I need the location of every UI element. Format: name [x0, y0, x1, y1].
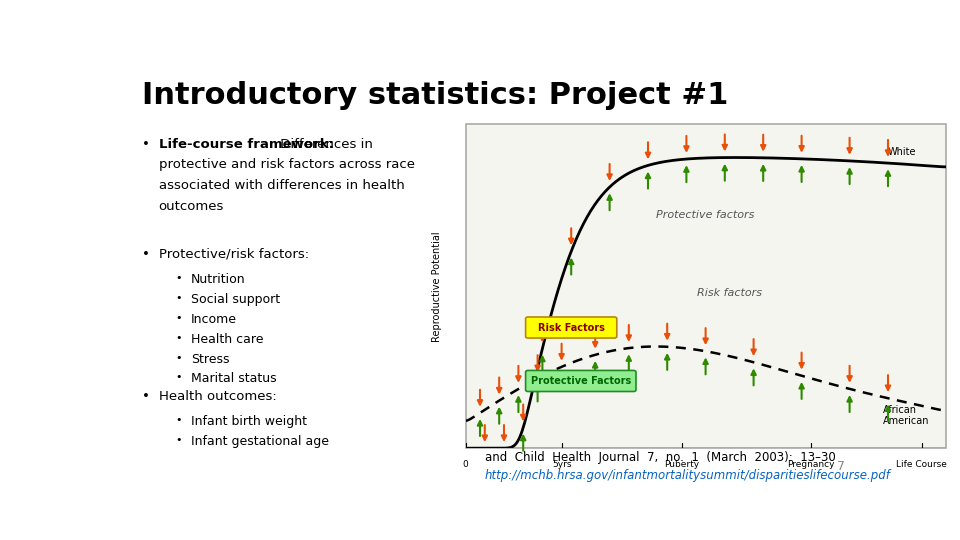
- Text: Protective/risk factors:: Protective/risk factors:: [158, 248, 309, 261]
- Text: Life Course: Life Course: [897, 460, 947, 469]
- Text: Health care: Health care: [191, 333, 263, 346]
- Text: •: •: [176, 373, 182, 382]
- Text: Infant gestational age: Infant gestational age: [191, 435, 328, 448]
- Text: African
American: African American: [883, 404, 929, 426]
- Text: Stress: Stress: [191, 353, 229, 366]
- Text: •: •: [176, 293, 182, 302]
- Text: Pregnancy: Pregnancy: [787, 460, 835, 469]
- Text: Risk factors: Risk factors: [697, 288, 762, 298]
- Text: •: •: [176, 435, 182, 445]
- Text: Life-course framework:: Life-course framework:: [158, 138, 334, 151]
- Text: http://mchb.hrsa.gov/infantmortalitysummit/disparitieslifecourse.pdf: http://mchb.hrsa.gov/infantmortalitysumm…: [485, 469, 891, 482]
- Text: Protective Factors: Protective Factors: [531, 376, 631, 386]
- Text: Income: Income: [191, 313, 237, 326]
- Text: Nutrition: Nutrition: [191, 273, 246, 286]
- FancyBboxPatch shape: [526, 317, 616, 338]
- Text: •: •: [176, 353, 182, 362]
- Text: protective and risk factors across race: protective and risk factors across race: [158, 158, 415, 171]
- Text: Introductory statistics: Project #1: Introductory statistics: Project #1: [142, 82, 729, 111]
- Text: outcomes: outcomes: [158, 200, 224, 213]
- Text: 0: 0: [463, 460, 468, 469]
- Text: Health outcomes:: Health outcomes:: [158, 390, 276, 403]
- Text: Differences in: Differences in: [276, 138, 373, 151]
- Text: •: •: [176, 313, 182, 322]
- Text: Social support: Social support: [191, 293, 279, 306]
- Text: Reproductive Potential: Reproductive Potential: [432, 231, 442, 341]
- Text: Risk Factors: Risk Factors: [538, 322, 605, 333]
- Text: and  Child  Health  Journal  7,  no.  1  (March  2003):  13–30: and Child Health Journal 7, no. 1 (March…: [485, 451, 835, 464]
- Text: Michael C. Lu, MD, MPH and Neal Halfon, MD, MPH, “Racial and Ethnic: Michael C. Lu, MD, MPH and Neal Halfon, …: [485, 416, 897, 429]
- Text: Puberty: Puberty: [664, 460, 699, 469]
- Text: •: •: [176, 333, 182, 342]
- Text: •: •: [176, 273, 182, 283]
- Text: Protective factors: Protective factors: [657, 210, 755, 220]
- Text: 5yrs: 5yrs: [552, 460, 571, 469]
- Text: •: •: [176, 415, 182, 425]
- Text: 7: 7: [837, 460, 846, 473]
- Text: •: •: [142, 248, 150, 261]
- Text: associated with differences in health: associated with differences in health: [158, 179, 404, 192]
- Text: Marital status: Marital status: [191, 373, 276, 386]
- Text: Infant birth weight: Infant birth weight: [191, 415, 306, 428]
- Text: White: White: [888, 146, 917, 157]
- Text: •: •: [142, 390, 150, 403]
- Text: Disparities in Birth Outcomes: A Life-Course Perspective,” Maternal: Disparities in Birth Outcomes: A Life-Co…: [485, 434, 883, 447]
- Text: •: •: [142, 138, 150, 151]
- FancyBboxPatch shape: [526, 370, 636, 392]
